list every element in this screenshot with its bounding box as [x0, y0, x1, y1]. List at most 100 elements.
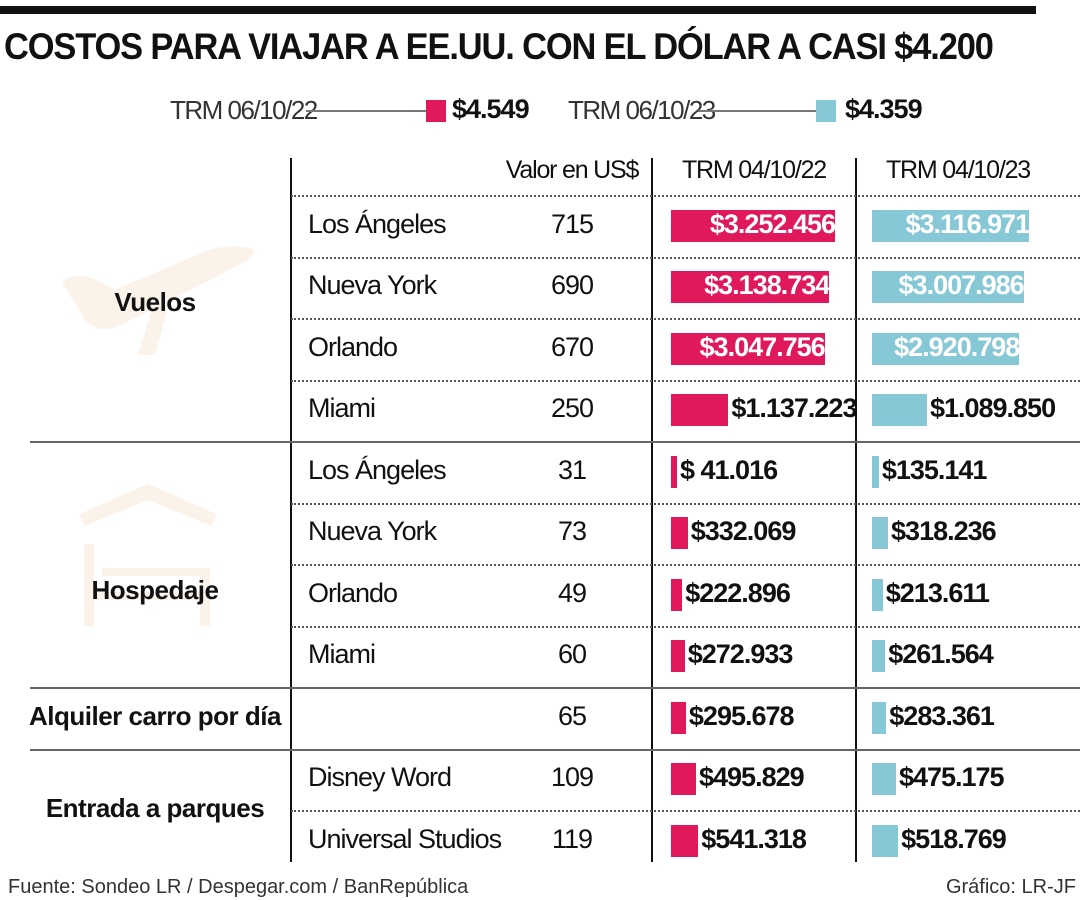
row-separator [291, 564, 1080, 566]
row-usd-value: 109 [550, 762, 594, 793]
row-separator [291, 318, 1080, 320]
section-label: Entrada a parques [45, 793, 265, 823]
row-usd-value: 31 [557, 454, 587, 485]
value-bar-2022 [671, 209, 835, 242]
row-item-label: Universal Studios [308, 823, 502, 854]
row-usd-value: 670 [550, 331, 594, 362]
value-label-2023: $3.116.971 [905, 208, 1031, 239]
value-label-2023: $318.236 [891, 516, 997, 547]
legend-line-2023 [698, 110, 816, 112]
row-usd-value: 715 [550, 208, 594, 239]
row-item-label: Nueva York [308, 516, 437, 547]
legend-label-2022: TRM 06/10/22 [170, 95, 318, 125]
header-trm-2022: TRM 04/10/22 [681, 156, 827, 184]
row-item-label: Orlando [308, 331, 398, 362]
value-bar-2023 [872, 332, 1020, 365]
value-label-2023: $135.141 [881, 454, 988, 485]
value-bar-2022 [671, 271, 830, 304]
value-bar-2023 [872, 517, 889, 550]
value-label-2023: $2.920.798 [894, 331, 1020, 362]
divider-col1 [651, 158, 653, 862]
row-item-label: Los Ángeles [308, 454, 447, 485]
value-label-2022: $332.069 [690, 516, 797, 547]
value-label-2022: $1.137.223 [731, 393, 857, 424]
legend-label-2023: TRM 06/10/23 [568, 95, 716, 125]
row-item-label: Miami [308, 639, 376, 670]
legend-swatch-2023 [816, 100, 836, 122]
source-note: Fuente: Sondeo LR / Despegar.com / BanRe… [8, 876, 469, 898]
legend-swatch-2022 [426, 100, 446, 122]
value-bar-2022 [671, 517, 688, 550]
chart-title: COSTOS PARA VIAJAR A EE.UU. CON EL DÓLAR… [4, 26, 994, 67]
top-rule [0, 6, 1036, 14]
airplane-icon [62, 246, 254, 355]
value-label-2022: $222.896 [685, 577, 791, 608]
legend-value-2022: $4.549 [452, 94, 530, 124]
value-label-2023: $518.769 [901, 823, 1007, 854]
value-bar-2022 [671, 640, 685, 673]
legend-value-2023: $4.359 [845, 94, 923, 124]
value-bar-2023 [872, 455, 879, 488]
row-usd-value: 690 [550, 270, 594, 301]
value-label-2022: $541.318 [701, 823, 807, 854]
section-separator [30, 687, 1080, 689]
row-separator [291, 195, 1080, 197]
value-bar-2022 [671, 701, 686, 734]
value-label-2023: $475.175 [898, 762, 1005, 793]
row-separator [291, 502, 1080, 505]
row-item-label: Los Ángeles [308, 208, 447, 239]
value-bar-2022 [671, 578, 683, 611]
value-bar-2023 [872, 394, 927, 427]
section-separator [30, 441, 1080, 443]
value-bar-2022 [671, 455, 677, 488]
row-usd-value: 73 [557, 516, 587, 547]
value-label-2022: $495.829 [699, 762, 805, 793]
row-separator [291, 379, 1080, 382]
value-label-2022: $272.933 [687, 639, 794, 670]
header-usd: Valor en US$ [505, 156, 640, 184]
legend-line-2022 [306, 110, 426, 112]
row-item-label: Orlando [308, 577, 398, 608]
row-usd-value: 119 [551, 823, 593, 854]
section-label: Vuelos [114, 287, 196, 317]
value-label-2023: $283.361 [889, 700, 995, 731]
row-usd-value: 65 [557, 700, 587, 731]
value-bar-2023 [872, 271, 1024, 304]
row-item-label: Nueva York [308, 270, 437, 301]
section-separator [30, 748, 1080, 751]
value-bar-2022 [671, 824, 699, 857]
value-label-2023: $213.611 [885, 577, 990, 608]
value-label-2023: $261.564 [888, 639, 994, 670]
section-label: Alquiler carro por día [29, 700, 281, 731]
value-label-2022: $3.252.456 [709, 208, 836, 239]
row-separator [291, 810, 1080, 812]
value-label-2022: $295.678 [688, 700, 795, 731]
value-bar-2023 [872, 640, 886, 673]
value-bar-2023 [872, 578, 883, 611]
value-label-2022: $3.047.756 [699, 331, 826, 362]
house-bed-icon [80, 484, 216, 626]
value-label-2023: $3.007.986 [898, 270, 1025, 301]
value-bar-2023 [872, 209, 1030, 242]
row-separator [291, 625, 1080, 628]
row-item-label: Miami [308, 393, 376, 424]
divider-col2 [855, 158, 857, 862]
value-bar-2023 [872, 701, 887, 734]
value-bar-2023 [872, 824, 899, 857]
row-usd-value: 49 [557, 577, 587, 608]
credit-note: Gráfico: LR-JF [945, 876, 1076, 898]
value-bar-2022 [671, 394, 729, 427]
row-item-label: Disney Word [308, 762, 452, 793]
divider-left [290, 158, 292, 862]
row-usd-value: 250 [550, 393, 594, 424]
value-label-2022: $ 41.016 [680, 454, 778, 485]
value-bar-2022 [671, 332, 825, 365]
row-usd-value: 60 [557, 639, 587, 670]
value-bar-2022 [671, 763, 696, 796]
row-separator [291, 256, 1080, 259]
value-bar-2023 [872, 763, 896, 796]
section-label: Hospedaje [91, 575, 220, 605]
value-label-2022: $3.138.734 [704, 270, 830, 301]
value-label-2023: $1.089.850 [929, 393, 1056, 424]
header-trm-2023: TRM 04/10/23 [885, 156, 1031, 184]
